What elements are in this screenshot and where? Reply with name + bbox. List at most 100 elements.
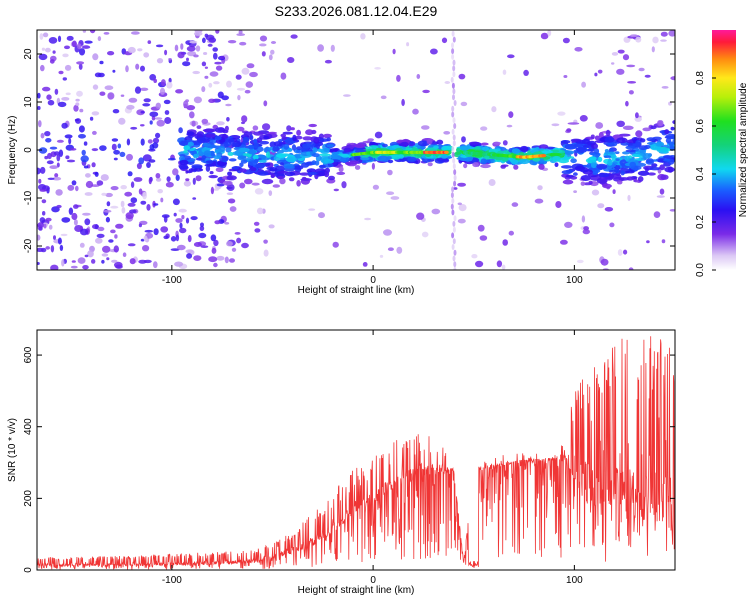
spectrogram-speckle [231,247,237,252]
spectrogram-gap-streak [451,146,455,152]
spectrogram-speckle [68,207,74,215]
spectrogram-ridge-blob [650,125,657,130]
spectrogram-speckle [268,190,273,197]
spectrogram-ridge-blob [440,154,448,159]
spectrogram-speckle [594,72,598,77]
spectrogram-speckle [461,136,466,143]
spectrogram-ridge-blob [252,154,259,160]
spectrogram-ridge-blob [602,183,612,189]
spectrogram-ridge-blob [368,145,379,150]
spectrogram-speckle [227,40,237,44]
spectrogram-speckle [324,59,332,64]
spectrogram-speckle [441,37,448,44]
spectrogram-gap-streak [452,65,456,72]
spectrogram-speckle [216,255,225,261]
spectrogram-speckle [71,40,77,48]
spectrogram-speckle [50,245,55,253]
spectrogram-speckle [661,239,666,244]
spectrogram-speckle [82,45,91,49]
spectrogram-speckle [94,171,99,177]
spectrogram-speckle [371,162,375,170]
spectrogram-xtick-label: 100 [566,275,583,286]
spectrogram-speckle [196,125,202,129]
spectrogram-ridge-blob [562,150,574,154]
spectrogram-speckle [209,71,219,77]
spectrogram-speckle [140,200,147,205]
spectrogram-speckle [113,149,120,155]
spectrogram-speckle [181,215,185,220]
spectrogram-speckle [383,229,392,236]
spectrogram-ridge-blob [231,142,239,148]
spectrogram-speckle [50,264,59,270]
spectrogram-speckle [57,237,62,245]
spectrogram-ridge-blob [227,171,233,177]
spectrogram-speckle [89,116,94,121]
spectrogram-speckle [387,247,394,251]
spectrogram-gap-streak [453,215,457,222]
spectrogram-ridge-blob [603,155,612,159]
spectrogram-speckle [130,181,135,188]
spectrogram-speckle [153,78,157,83]
spectrogram-ridge-blob [186,131,195,136]
spectrogram-speckle [140,124,145,127]
spectrogram-speckle [201,86,206,93]
spectrogram-speckle [444,81,451,84]
spectrogram-speckle [108,239,114,243]
spectrogram-speckle [392,48,396,55]
spectrogram-speckle [268,54,273,61]
spectrogram-speckle [118,117,126,125]
spectrogram-gap-streak [451,128,455,135]
spectrogram-gap-streak [450,203,454,210]
spectrogram-ridge-blob [305,129,314,136]
spectrogram-speckle [174,44,179,52]
spectrogram-speckle [317,44,324,52]
spectrogram-ridge-blob [608,169,619,173]
spectrogram-speckle [96,233,105,238]
spectrogram-ridge-blob [329,148,337,154]
spectrogram-ridge-blob [608,151,616,155]
spectrogram-speckle [137,48,143,52]
spectrogram-ridge-blob [501,156,509,162]
spectrogram-speckle [124,191,133,197]
spectrogram-speckle [644,74,651,78]
spectrogram-speckle [152,142,159,149]
spectrogram-ridge-blob [299,172,310,176]
spectrogram-gap-streak [451,30,455,37]
spectrogram-speckle [210,234,217,242]
spectrogram-speckle [204,66,208,69]
spectrogram-speckle [168,58,172,61]
spectrogram-speckle [213,52,218,60]
spectrogram-speckle [564,221,573,228]
spectrogram-speckle [155,173,161,179]
spectrogram-ridge-blob [283,143,290,150]
spectrogram-ridge-blob [604,136,615,143]
spectrogram-speckle [241,115,248,123]
spectrogram-ridge-blob [214,149,222,153]
spectrogram-ridge-blob [277,170,288,174]
spectrogram-speckle [263,239,268,244]
spectrogram-speckle [164,117,172,124]
spectrogram-speckle [227,198,236,204]
spectrogram-ridge-blob [615,164,621,171]
spectrogram-ridge-blob [290,127,295,131]
spectrogram-ridge-blob [258,159,267,163]
spectrogram-speckle [562,37,570,44]
spectrogram-gap-streak [453,100,457,106]
spectrogram-speckle [207,43,213,47]
spectrogram-speckle [143,98,151,103]
spectrogram-speckle [97,36,102,42]
spectrogram-speckle [173,212,177,217]
spectrogram-speckle [129,258,136,265]
spectrogram-ridge-blob [519,145,529,152]
spectrogram-ridge-blob [455,151,462,155]
spectrogram-ridge-blob [280,133,287,138]
spectrogram-speckle [46,94,52,100]
spectrogram-speckle [102,245,111,253]
spectrogram-speckle [129,209,137,214]
spectrogram-ridge-blob [185,178,190,182]
spectrogram-speckle [105,216,110,223]
spectrogram-speckle [635,130,643,138]
spectrogram-ridge-blob [291,144,297,151]
spectrogram-speckle [148,177,152,185]
spectrogram-speckle [246,63,255,69]
